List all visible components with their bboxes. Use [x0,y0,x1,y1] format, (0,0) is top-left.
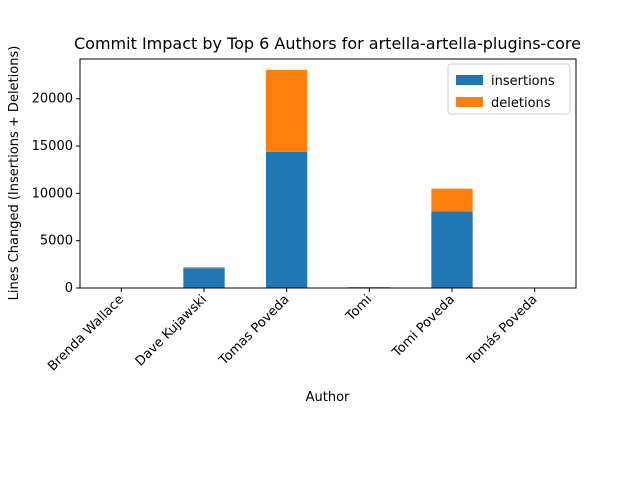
bar-insertions [431,211,473,288]
y-tick-label: 0 [65,281,73,296]
axes-frame [79,58,577,289]
y-tick-label: 5000 [40,234,73,249]
bar-deletions [431,188,473,212]
legend-label-deletions: deletions [491,96,551,111]
x-tick-label: Tomas Poveda [216,292,293,369]
bar-insertions [183,268,225,288]
y-tick-label: 20000 [32,92,73,107]
y-tick-label: 15000 [32,139,73,154]
x-tick-label: Tomi Poveda [389,292,458,361]
legend-swatch-deletions [456,97,483,107]
chart-title: Commit Impact by Top 6 Authors for artel… [74,34,581,53]
legend-swatch-insertions [456,75,483,85]
legend: insertions deletions [447,63,571,115]
x-tick-label: Tomi [343,292,376,325]
y-tick-label: 10000 [32,186,73,201]
bar-insertions [266,151,308,288]
plot-area [100,69,556,288]
bar-deletions [266,69,308,152]
bar-deletions [348,287,390,288]
bar-deletions [183,267,225,269]
y-axis-label: Lines Changed (Insertions + Deletions) [7,46,22,301]
x-tick-label: Dave Kujawski [133,292,210,369]
x-axis-label: Author [306,390,350,405]
x-tick-label: Brenda Wallace [45,292,127,374]
x-tick-label: Tomás Poveda [464,292,541,369]
legend-label-insertions: insertions [491,74,555,89]
